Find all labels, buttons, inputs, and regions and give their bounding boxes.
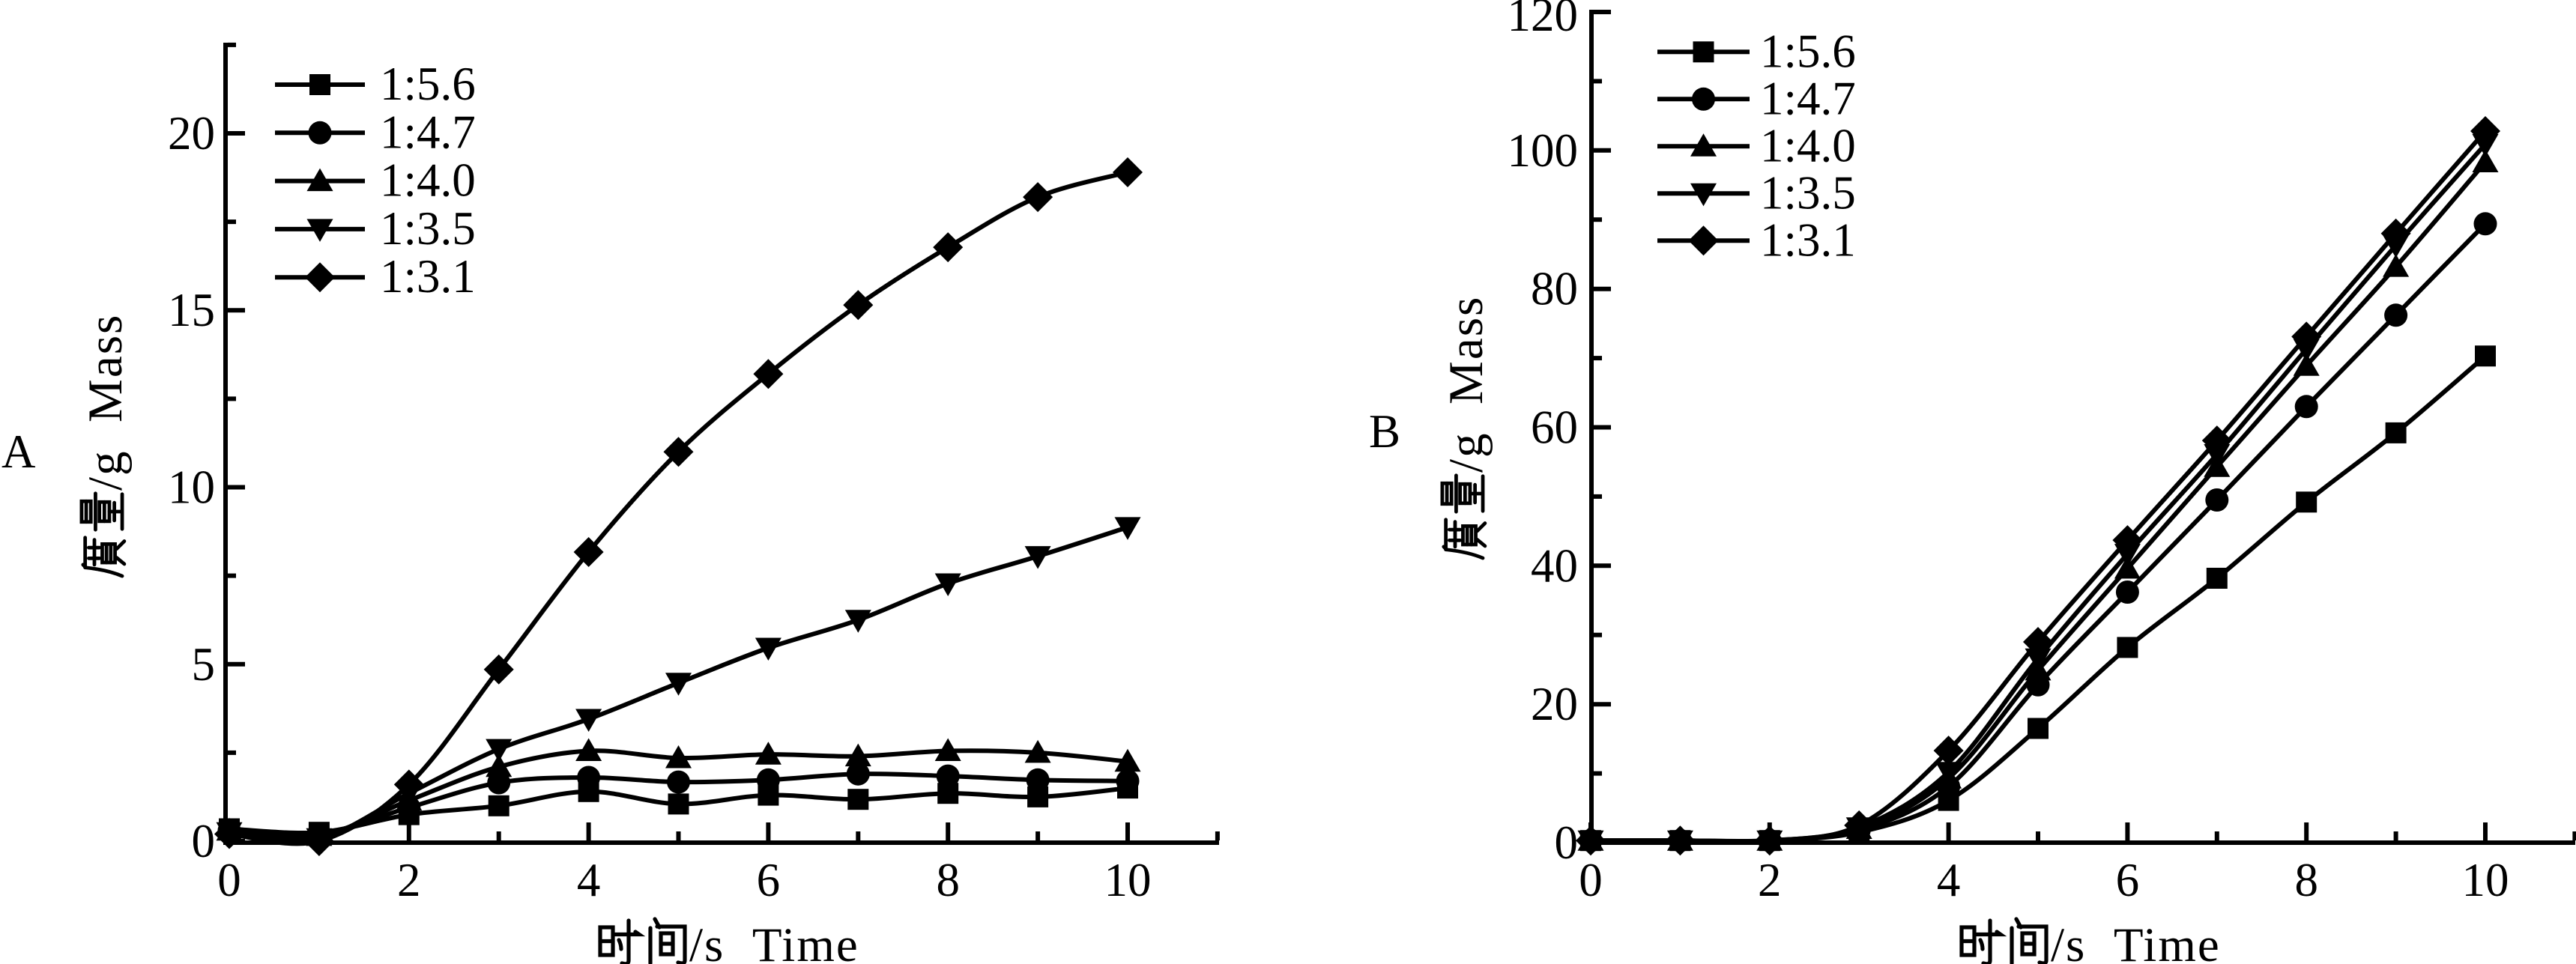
svg-text:1:5.6: 1:5.6 bbox=[1760, 25, 1856, 77]
svg-text:20: 20 bbox=[1531, 678, 1578, 730]
svg-text:/g Mass: /g Mass bbox=[79, 314, 133, 491]
svg-text:4: 4 bbox=[577, 854, 601, 906]
svg-text:/g Mass: /g Mass bbox=[1439, 296, 1493, 473]
svg-text:1:5.6: 1:5.6 bbox=[380, 58, 476, 110]
svg-text:60: 60 bbox=[1531, 401, 1578, 454]
svg-text:0: 0 bbox=[1555, 816, 1579, 869]
svg-text:120: 120 bbox=[1508, 0, 1579, 41]
svg-text:4: 4 bbox=[1937, 854, 1961, 906]
svg-text:1:3.5: 1:3.5 bbox=[1760, 166, 1856, 219]
svg-text:8: 8 bbox=[2294, 854, 2318, 906]
svg-text:0: 0 bbox=[217, 854, 241, 906]
svg-text:1:3.1: 1:3.1 bbox=[380, 250, 476, 303]
svg-text:10: 10 bbox=[2462, 854, 2509, 906]
svg-text:1:4.7: 1:4.7 bbox=[380, 106, 476, 158]
svg-text:2: 2 bbox=[397, 854, 421, 906]
svg-text:1:3.1: 1:3.1 bbox=[1760, 213, 1856, 266]
svg-text:40: 40 bbox=[1531, 539, 1578, 592]
svg-text:6: 6 bbox=[2116, 854, 2140, 906]
svg-text:80: 80 bbox=[1531, 263, 1578, 315]
svg-text:/s Time: /s Time bbox=[689, 918, 859, 964]
svg-text:100: 100 bbox=[1508, 124, 1579, 177]
svg-text:10: 10 bbox=[1104, 854, 1152, 906]
svg-text:0: 0 bbox=[192, 815, 216, 867]
svg-text:8: 8 bbox=[936, 854, 960, 906]
svg-text:B: B bbox=[1369, 405, 1400, 458]
svg-text:1:4.0: 1:4.0 bbox=[1760, 119, 1856, 172]
svg-text:A: A bbox=[1, 425, 36, 478]
svg-text:1:3.5: 1:3.5 bbox=[380, 202, 476, 255]
svg-text:5: 5 bbox=[192, 638, 216, 691]
svg-text:0: 0 bbox=[1579, 854, 1603, 906]
svg-text:1:4.0: 1:4.0 bbox=[380, 154, 476, 207]
svg-text:/s Time: /s Time bbox=[2051, 918, 2221, 964]
svg-text:15: 15 bbox=[168, 284, 215, 336]
svg-text:10: 10 bbox=[168, 461, 215, 514]
svg-text:2: 2 bbox=[1758, 854, 1782, 906]
svg-text:20: 20 bbox=[168, 107, 215, 160]
svg-text:6: 6 bbox=[757, 854, 781, 906]
svg-text:1:4.7: 1:4.7 bbox=[1760, 72, 1856, 124]
